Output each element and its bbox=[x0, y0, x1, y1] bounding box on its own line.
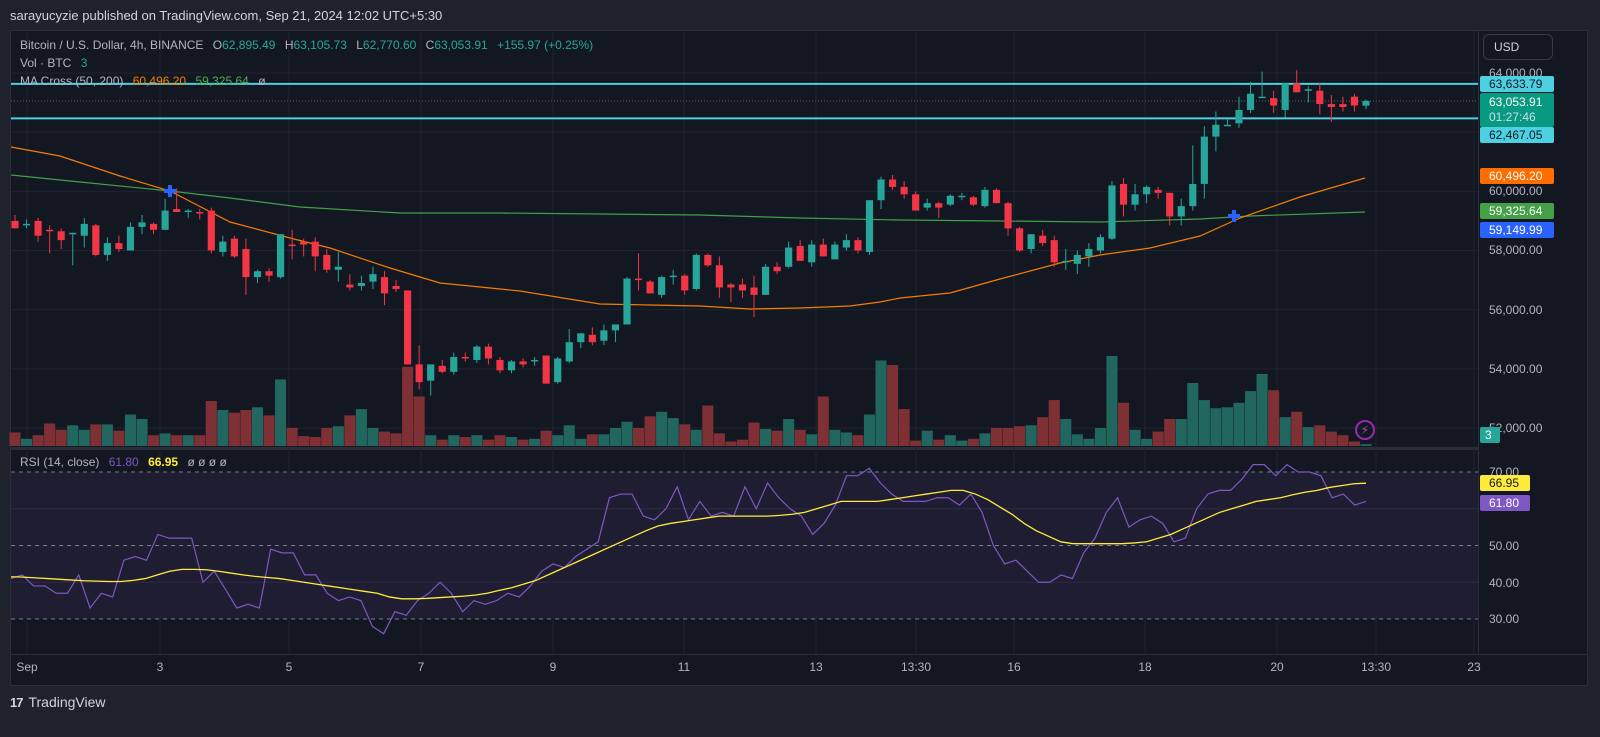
chart-frame[interactable] bbox=[10, 30, 1588, 686]
price-tick: 52,000.00 bbox=[1489, 421, 1543, 435]
tradingview-brand[interactable]: 17 TradingView bbox=[10, 694, 106, 710]
close-value: 63,053.91 bbox=[434, 38, 488, 52]
time-tick: 16 bbox=[1007, 660, 1021, 674]
price-tick: 60,000.00 bbox=[1489, 184, 1543, 198]
low-value: 62,770.60 bbox=[362, 38, 417, 52]
rsi-legend: RSI (14, close) 61.80 66.95 ø ø ø ø bbox=[20, 455, 233, 469]
price-tick: 56,000.00 bbox=[1489, 303, 1543, 317]
rsi-ma-value: 66.95 bbox=[148, 455, 179, 469]
volume-label[interactable]: Vol · BTC bbox=[20, 56, 72, 70]
rsi-tick: 50.00 bbox=[1489, 539, 1520, 553]
rsi-extra: ø ø ø ø bbox=[187, 455, 227, 469]
ma200-price-tag: 59,325.64 bbox=[1480, 203, 1554, 219]
price-tick: 54,000.00 bbox=[1489, 362, 1543, 376]
rsi-tick: 30.00 bbox=[1489, 612, 1520, 626]
volume-value: 3 bbox=[80, 56, 88, 70]
rsi-ma-tag: 66.95 bbox=[1480, 475, 1530, 491]
rsi-value: 61.80 bbox=[108, 455, 139, 469]
volume-legend: Vol · BTC 3 bbox=[20, 56, 93, 70]
time-tick: Sep bbox=[16, 660, 38, 674]
ma50-price-tag: 60,496.20 bbox=[1480, 168, 1554, 184]
lightning-icon[interactable]: ⚡ bbox=[1355, 420, 1375, 440]
rsi-tag: 61.80 bbox=[1480, 495, 1530, 511]
time-tick: 23 bbox=[1467, 660, 1481, 674]
open-value: 62,895.49 bbox=[222, 38, 276, 52]
time-tick: 7 bbox=[417, 660, 425, 674]
time-tick: 13:30 bbox=[900, 660, 932, 674]
published-caption: sarayucyzie published on TradingView.com… bbox=[10, 8, 443, 23]
last-price: 63,053.91 bbox=[1489, 95, 1543, 109]
ma200-value: 59,325.64 bbox=[195, 74, 249, 88]
price-tick: 58,000.00 bbox=[1489, 243, 1543, 257]
time-tick: 13:30 bbox=[1360, 660, 1392, 674]
bar-countdown: 01:27:46 bbox=[1489, 110, 1536, 124]
change-value: +155.97 (+0.25%) bbox=[497, 38, 594, 52]
last-price-tag: 63,053.91 01:27:46 bbox=[1480, 93, 1554, 127]
symbol-legend: Bitcoin / U.S. Dollar, 4h, BINANCE O62,8… bbox=[20, 38, 594, 52]
ma-extra: ø bbox=[258, 74, 266, 88]
volume-tag: 3 bbox=[1480, 427, 1500, 443]
time-tick: 20 bbox=[1270, 660, 1284, 674]
cross-price-tag: 59,149.99 bbox=[1480, 222, 1554, 238]
resistance-price-tag: 63,633.79 bbox=[1480, 76, 1554, 92]
ma-cross-label[interactable]: MA Cross (50, 200) bbox=[20, 74, 124, 88]
time-tick: 5 bbox=[285, 660, 293, 674]
ma50-value: 60,496.20 bbox=[132, 74, 187, 88]
time-tick: 13 bbox=[809, 660, 823, 674]
time-tick: 3 bbox=[156, 660, 164, 674]
currency-button[interactable]: USD bbox=[1483, 34, 1553, 60]
support-price-tag: 62,467.05 bbox=[1480, 127, 1554, 143]
tradingview-logo-icon: 17 bbox=[10, 694, 24, 710]
rsi-label[interactable]: RSI (14, close) bbox=[20, 455, 100, 469]
high-value: 63,105.73 bbox=[293, 38, 347, 52]
time-tick: 18 bbox=[1138, 660, 1152, 674]
symbol-title[interactable]: Bitcoin / U.S. Dollar, 4h, BINANCE bbox=[20, 38, 204, 52]
time-tick: 11 bbox=[677, 660, 691, 674]
ma-cross-legend: MA Cross (50, 200) 60,496.20 59,325.64 ø bbox=[20, 74, 272, 88]
rsi-tick: 40.00 bbox=[1489, 576, 1520, 590]
time-tick: 9 bbox=[549, 660, 557, 674]
brand-name: TradingView bbox=[28, 694, 106, 710]
